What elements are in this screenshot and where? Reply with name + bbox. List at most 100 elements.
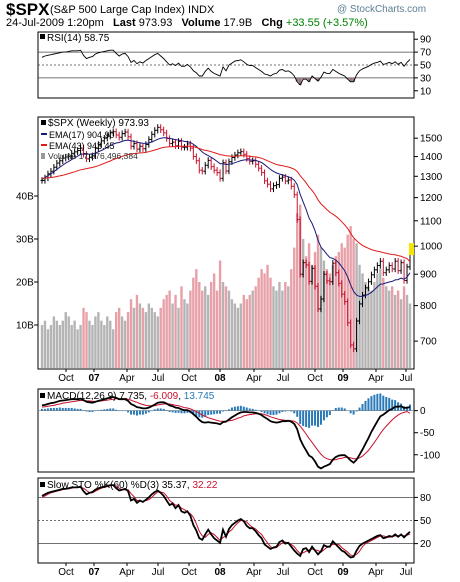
rsi-tick-label: 50 [420,61,432,72]
volume-bar [97,312,100,368]
x-axes: Oct 07 Apr Jul Oct 08 Apr Jul Oct 09 Apr Jul Oct 07 Ap… [58,369,412,578]
sto-legend-name: Slow STO %K(60) %D(3) [47,480,162,491]
volume-bar [192,277,195,368]
sto-tick-label: 80 [420,493,432,504]
volume-bar [198,282,201,368]
volume-bar [52,316,56,368]
macd-histogram-bar [156,408,159,411]
volume-bar [91,325,94,368]
macd-histogram-bar [314,410,317,426]
macd-histogram-bar [328,410,331,416]
volume-bar [153,312,156,368]
volume-tick-label: 20B [16,278,34,289]
macd-histogram-bar [109,408,112,411]
volume-bar [186,303,189,368]
macd-legend: MACD(12,26,9) 7.735, -6.009, 13.745 [47,391,215,402]
volume-bar [82,307,85,368]
macd-histogram-bar [64,408,67,411]
price-tick-label: 900 [420,270,437,281]
volume-bar [408,303,412,368]
volume-bar [399,299,403,368]
quote-date: 24-Jul-2009 1:20pm [6,17,104,29]
macd-histogram-bar [76,408,79,411]
volume-tick-label: 10B [16,321,34,332]
rsi-oversold-fill [349,77,353,82]
volume-bar [58,325,62,368]
macd-histogram-bar [49,408,52,411]
price-tick-label: 1000 [420,242,443,253]
rsi-tick-label: 70 [420,48,432,59]
x-tick-label: Apr [119,373,135,384]
volume-bar [260,269,263,368]
volume-bar [64,312,67,368]
x-tick-label: Apr [246,373,262,384]
volume-bar [94,316,97,368]
x-tick-label: Jul [277,373,290,384]
sto-panel: 80 50 20 Slow STO %K(60) %D(3) 35.37, 32.22 [38,480,432,559]
sto-legend: Slow STO %K(60) %D(3) 35.37, 32.22 [47,480,218,491]
volume-bar [373,282,376,368]
volume-bar [242,294,246,368]
macd-histogram-bar [79,408,82,411]
rsi-oversold-fill [352,77,356,82]
chg-value: +33.55 (+3.57%) [285,17,368,29]
volume-bar [278,282,281,368]
exchange-name: INDX [188,4,215,16]
macd-histogram-bar [293,410,296,414]
x-tick-label: 07 [88,373,100,384]
current-price-marker [409,243,414,256]
macd-legend-macd: 7.735, [119,391,150,402]
macd-histogram-bar [130,410,133,415]
x-tick-label: 07 [88,567,100,578]
macd-tick-label: -100 [420,450,440,461]
macd-histogram-bar [290,410,293,412]
volume-bar [204,286,207,368]
volume-bar [334,256,338,368]
volume-bar [379,269,382,368]
macd-legend-signal: -6.009 [150,391,179,402]
macd-legend-hist: 13.745 [184,391,215,402]
macd-histogram-bar [177,410,180,413]
rsi-oversold-fill [301,77,305,80]
macd-histogram-bar [73,408,76,411]
volume-bar [266,264,269,368]
macd-histogram-bar [216,410,219,414]
x-tick-label: 09 [337,373,349,384]
macd-histogram-bar [219,410,222,414]
macd-histogram-bar [296,410,299,417]
x-tick-label: Oct [58,373,74,384]
volume-bar [340,243,343,368]
macd-histogram-bar [325,410,328,418]
volume-bar [322,260,326,368]
volume-bar [298,204,302,368]
volume-bar [88,320,91,368]
rsi-legend-swatch [40,34,45,39]
macd-histogram-bar [133,410,135,415]
volume-bar [230,299,234,368]
x-tick-label: Jul [400,567,413,578]
macd-histogram-bar [183,410,186,414]
ema43-legend: EMA(43) 943.45 [49,141,115,151]
volume-bar [233,303,237,368]
macd-histogram-bar [144,410,147,414]
volume-legend-swatch [41,153,45,159]
macd-histogram-bar [159,408,162,411]
macd-histogram-bar [299,410,302,424]
volume-bar [141,307,145,368]
volume-bar [209,282,213,368]
macd-histogram-bar [171,410,174,413]
volume-bar [114,312,118,368]
volume-bar [132,307,136,368]
volume-bar [269,277,272,368]
volume-bar [328,273,332,368]
volume-bar [46,329,50,368]
macd-histogram-bar [227,409,230,411]
macd-histogram-bar [106,408,109,411]
volume-bar [103,325,106,368]
volume-bar [349,226,352,368]
macd-histogram-bar [281,410,284,412]
volume-bar [293,247,296,368]
volume-bar [376,273,379,368]
macd-histogram-bar [272,410,275,416]
sto-legend-d: 32.22 [192,480,217,491]
